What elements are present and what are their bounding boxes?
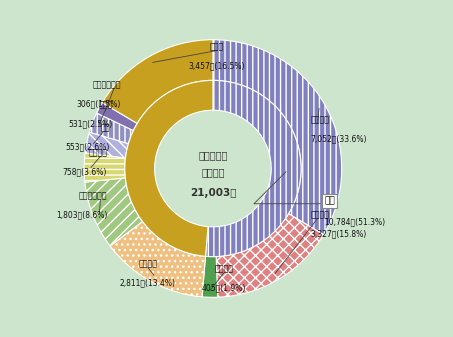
Wedge shape: [102, 40, 213, 123]
Wedge shape: [216, 214, 323, 297]
Wedge shape: [202, 256, 217, 297]
Text: 工場・作業場: 工場・作業場: [79, 191, 107, 201]
Text: 建物火災の: 建物火災の: [198, 150, 227, 160]
Text: 405件(1.9%): 405件(1.9%): [202, 284, 246, 293]
Text: 事務所等: 事務所等: [88, 148, 107, 157]
Wedge shape: [84, 153, 125, 182]
Text: 2,811件(13.4%): 2,811件(13.4%): [120, 278, 176, 287]
Wedge shape: [96, 103, 137, 130]
Wedge shape: [85, 132, 128, 158]
Text: 住宅: 住宅: [324, 196, 335, 206]
Text: 一般住宅: 一般住宅: [311, 116, 330, 124]
Text: 複合用途: 複合用途: [138, 259, 157, 268]
Text: 553件(2.6%): 553件(2.6%): [66, 143, 110, 152]
Text: 飲食店: 飲食店: [98, 100, 113, 110]
Wedge shape: [213, 40, 342, 235]
Wedge shape: [110, 221, 206, 297]
Wedge shape: [206, 80, 301, 257]
Text: 21,003件: 21,003件: [190, 188, 236, 198]
Text: その他: その他: [210, 42, 224, 51]
Text: 531件(2.5%): 531件(2.5%): [68, 120, 113, 129]
Text: 倉庫: 倉庫: [101, 124, 110, 132]
Wedge shape: [85, 178, 143, 246]
Text: 1,803件(8.6%): 1,803件(8.6%): [56, 211, 107, 219]
Text: 306件(1.5%): 306件(1.5%): [77, 99, 121, 109]
Text: 共同住宅: 共同住宅: [311, 210, 330, 219]
Text: 758件(3.6%): 758件(3.6%): [63, 167, 107, 176]
Text: 7,052件(33.6%): 7,052件(33.6%): [311, 134, 367, 144]
Text: 出火件数: 出火件数: [201, 167, 225, 178]
Wedge shape: [89, 113, 133, 144]
Text: 10,784件(51.3%): 10,784件(51.3%): [324, 217, 385, 226]
Text: 物品販売店舗: 物品販売店舗: [92, 80, 121, 89]
Wedge shape: [125, 80, 213, 256]
Text: 3,457件(16.5%): 3,457件(16.5%): [189, 61, 245, 70]
Text: 3,327件(15.8%): 3,327件(15.8%): [311, 229, 367, 239]
Text: 併用住宅: 併用住宅: [214, 265, 233, 274]
